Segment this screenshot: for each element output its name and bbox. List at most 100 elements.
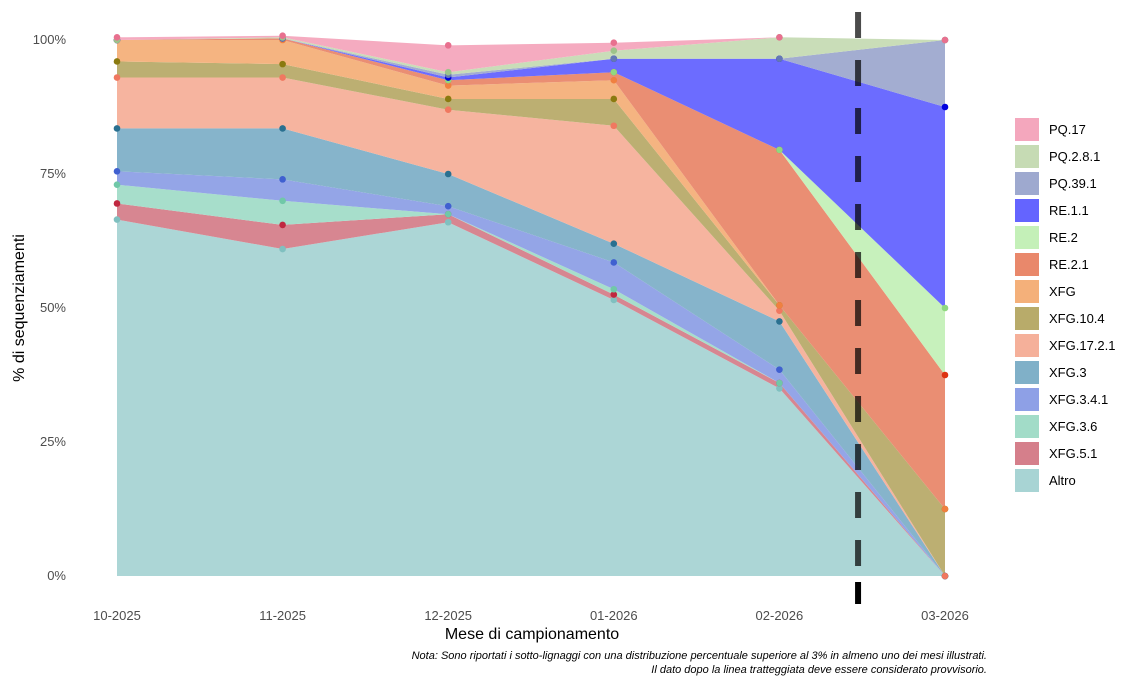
point-xfg-3-4-1-11-2025 [279, 176, 286, 183]
point-re-2-02-2026 [776, 146, 783, 154]
legend-label-pq-17: PQ.17 [1049, 122, 1086, 137]
point-xfg-3-4-1-02-2026 [776, 366, 783, 373]
legend-swatch-xfg-3 [1015, 361, 1039, 384]
legend-label-re-2: RE.2 [1049, 230, 1078, 245]
point-xfg-03-2026 [941, 505, 949, 513]
point-re-1-1-03-2026 [941, 103, 949, 111]
point-xfg-10-4-01-2026 [610, 95, 618, 103]
point-xfg-01-2026 [610, 76, 618, 84]
point-pq-17-10-2025 [113, 34, 121, 41]
y-tick-label: 25% [40, 434, 66, 449]
point-xfg-3-01-2026 [610, 240, 618, 247]
point-pq-17-11-2025 [279, 32, 286, 40]
area-xfg-3 [117, 128, 945, 576]
point-xfg-17-2-1-01-2026 [610, 122, 618, 130]
legend-swatch-xfg [1015, 280, 1039, 303]
area-pq-17 [117, 35, 945, 73]
area-layer [117, 35, 945, 577]
legend: PQ.17 PQ.2.8.1 PQ.39.1 RE.1.1 RE.2 RE.2.1 XFG X… [1015, 118, 1115, 492]
legend-swatch-xfg-5-1 [1015, 442, 1039, 465]
point-xfg-12-2025 [444, 82, 452, 89]
legend-label-pq-2-8-1: PQ.2.8.1 [1049, 149, 1100, 164]
note-line-2: Il dato dopo la linea tratteggiata deve … [651, 664, 987, 676]
legend-swatch-altro [1015, 469, 1039, 492]
x-axis-title: Mese di campionamento [445, 626, 619, 643]
point-pq-39-1-01-2026 [610, 55, 618, 63]
point-xfg-3-12-2025 [444, 170, 452, 178]
x-tick-label: 12-2025 [424, 608, 472, 623]
legend-label-altro: Altro [1049, 473, 1076, 488]
point-xfg-3-4-1-01-2026 [610, 259, 618, 266]
point-re-2-01-2026 [610, 68, 618, 76]
legend-label-xfg-10-4: XFG.10.4 [1049, 311, 1105, 326]
legend-label-xfg-17-2-1: XFG.17.2.1 [1049, 338, 1115, 353]
point-xfg-3-11-2025 [279, 125, 286, 132]
note-line-1: Nota: Sono riportati i sotto-lignaggi co… [412, 650, 987, 662]
point-xfg-3-6-11-2025 [279, 197, 286, 205]
point-pq-39-1-02-2026 [776, 55, 783, 63]
point-xfg-3-6-12-2025 [444, 210, 452, 218]
area-xfg-3-4-1 [117, 171, 945, 577]
legend-label-xfg-3-4-1: XFG.3.4.1 [1049, 392, 1108, 407]
area-altro [117, 219, 945, 576]
legend-label-xfg: XFG [1049, 284, 1076, 299]
point-xfg-3-4-1-12-2025 [444, 202, 452, 210]
legend-swatch-pq-17 [1015, 118, 1039, 141]
point-xfg-5-1-01-2026 [610, 291, 618, 298]
point-altro-12-2025 [444, 218, 452, 226]
legend-label-re-2-1: RE.2.1 [1049, 257, 1089, 272]
point-xfg-3-10-2025 [113, 125, 121, 132]
point-xfg-3-6-01-2026 [610, 285, 618, 293]
legend-swatch-pq-2-8-1 [1015, 145, 1039, 168]
x-tick-label: 11-2025 [259, 608, 306, 623]
y-tick-label: 0% [47, 568, 66, 583]
point-altro-02-2026 [776, 385, 783, 392]
x-tick-label: 03-2026 [921, 608, 969, 623]
area-re-2-1 [117, 38, 945, 510]
y-tick-label: 100% [33, 32, 67, 47]
point-pq-2-8-1-01-2026 [610, 47, 618, 55]
point-xfg-17-2-1-02-2026 [776, 307, 783, 314]
legend-swatch-xfg-17-2-1 [1015, 334, 1039, 357]
point-xfg-5-1-11-2025 [279, 221, 286, 229]
legend-swatch-re-2-1 [1015, 253, 1039, 276]
area-pq-2-8-1 [117, 37, 945, 75]
point-layer [113, 32, 949, 580]
y-tick-label: 75% [40, 166, 66, 181]
legend-label-xfg-3: XFG.3 [1049, 365, 1087, 380]
point-altro-11-2025 [279, 245, 286, 253]
x-tick-label: 02-2026 [756, 608, 804, 623]
point-pq-17-12-2025 [444, 42, 452, 49]
point-xfg-5-1-10-2025 [113, 200, 121, 207]
point-pq-17-01-2026 [610, 39, 618, 46]
legend-label-xfg-5-1: XFG.5.1 [1049, 446, 1097, 461]
point-xfg-17-2-1-03-2026 [941, 572, 949, 580]
point-re-2-1-03-2026 [941, 371, 949, 379]
point-altro-01-2026 [610, 296, 618, 304]
legend-swatch-re-2 [1015, 226, 1039, 249]
legend-label-re-1-1: RE.1.1 [1049, 203, 1089, 218]
point-xfg-17-2-1-10-2025 [113, 74, 121, 81]
point-xfg-3-6-10-2025 [113, 181, 121, 189]
y-tick-label: 50% [40, 300, 66, 315]
legend-swatch-re-1-1 [1015, 199, 1039, 222]
y-axis-ticks: 0% 25% 50% 75% 100% [33, 32, 67, 583]
point-xfg-3-6-02-2026 [776, 379, 783, 387]
x-tick-label: 10-2025 [93, 608, 141, 623]
legend-swatch-pq-39-1 [1015, 172, 1039, 195]
legend-label-xfg-3-6: XFG.3.6 [1049, 419, 1097, 434]
point-pq-2-8-1-12-2025 [444, 68, 452, 76]
area-xfg-17-2-1 [117, 77, 945, 576]
point-xfg-10-4-11-2025 [279, 60, 286, 68]
legend-swatch-xfg-10-4 [1015, 307, 1039, 330]
legend-label-pq-39-1: PQ.39.1 [1049, 176, 1097, 191]
legend-swatch-xfg-3-4-1 [1015, 388, 1039, 411]
point-xfg-10-4-10-2025 [113, 58, 121, 65]
y-axis-title: % di sequenziamenti [11, 234, 28, 382]
point-xfg-3-4-1-10-2025 [113, 168, 121, 175]
x-axis-ticks: 10-2025 11-2025 12-2025 01-2026 02-2026 03-20… [93, 608, 969, 623]
legend-swatch-xfg-3-6 [1015, 415, 1039, 438]
x-tick-label: 01-2026 [590, 608, 638, 623]
point-re-2-03-2026 [941, 304, 949, 312]
